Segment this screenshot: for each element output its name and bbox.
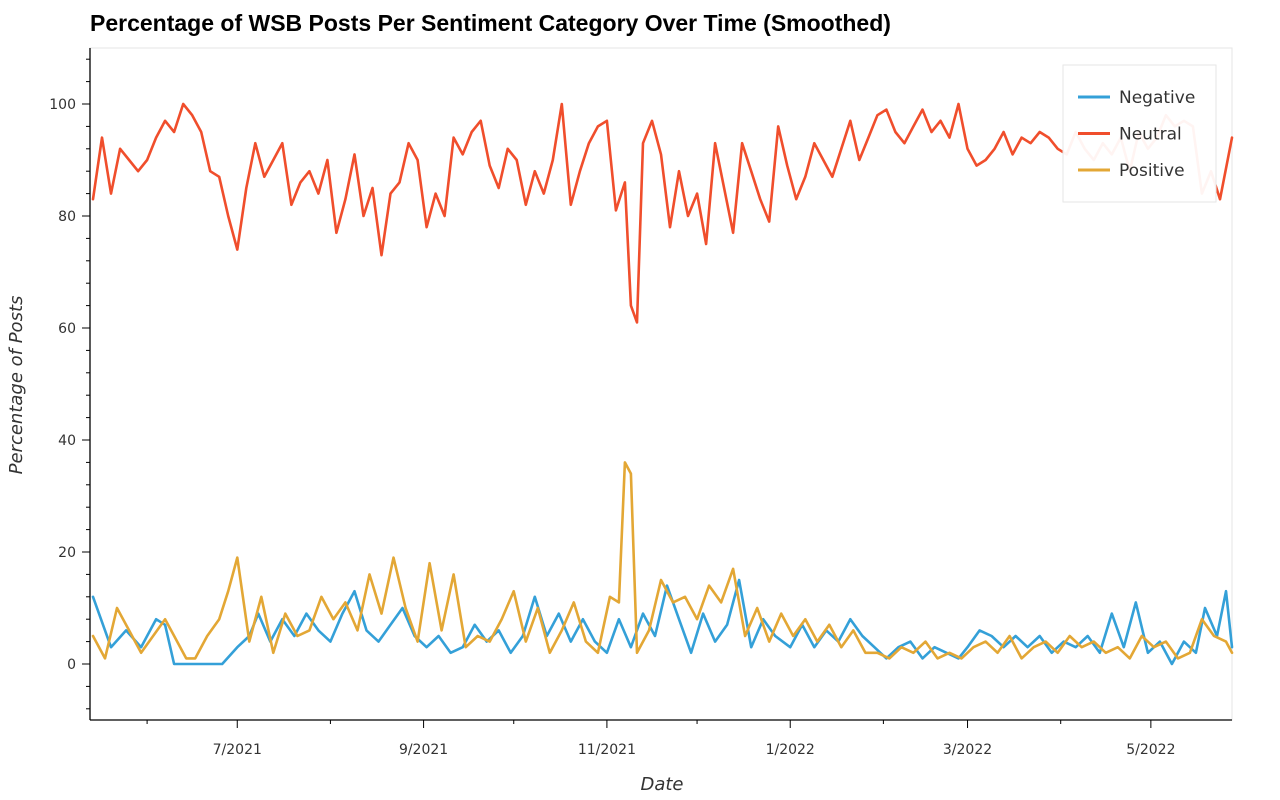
x-axis: 7/2021 9/2021 11/2021 1/2022 3/2022 5/2022 — [90, 719, 1232, 758]
x-tick-label: 1/2022 — [766, 742, 815, 758]
y-tick-label: 20 — [58, 545, 76, 561]
x-tick-label: 5/2022 — [1126, 742, 1175, 758]
x-tick-label: 3/2022 — [943, 742, 992, 758]
legend: Negative Neutral Positive — [1062, 64, 1217, 203]
series-line-negative — [91, 578, 1234, 666]
x-tick-label: 9/2021 — [399, 742, 448, 758]
x-tick-label: 7/2021 — [213, 742, 262, 758]
y-tick-label: 40 — [58, 433, 76, 449]
legend-label-neutral: Neutral — [1119, 125, 1182, 145]
series-line-positive — [91, 461, 1234, 660]
y-axis: 0 20 40 60 80 100 — [49, 48, 91, 720]
x-axis-title: Date — [640, 774, 683, 795]
legend-label-positive: Positive — [1119, 161, 1185, 181]
y-tick-label: 0 — [67, 657, 76, 673]
series-lines — [91, 102, 1234, 666]
series-line-neutral — [91, 102, 1234, 324]
y-tick-label: 60 — [58, 321, 76, 337]
y-axis-title: Percentage of Posts — [6, 296, 27, 475]
chart-title: Percentage of WSB Posts Per Sentiment Ca… — [90, 10, 891, 36]
legend-label-negative: Negative — [1119, 88, 1195, 108]
y-tick-label: 80 — [58, 209, 76, 225]
y-tick-label: 100 — [49, 97, 76, 113]
x-tick-label: 11/2021 — [578, 742, 636, 758]
